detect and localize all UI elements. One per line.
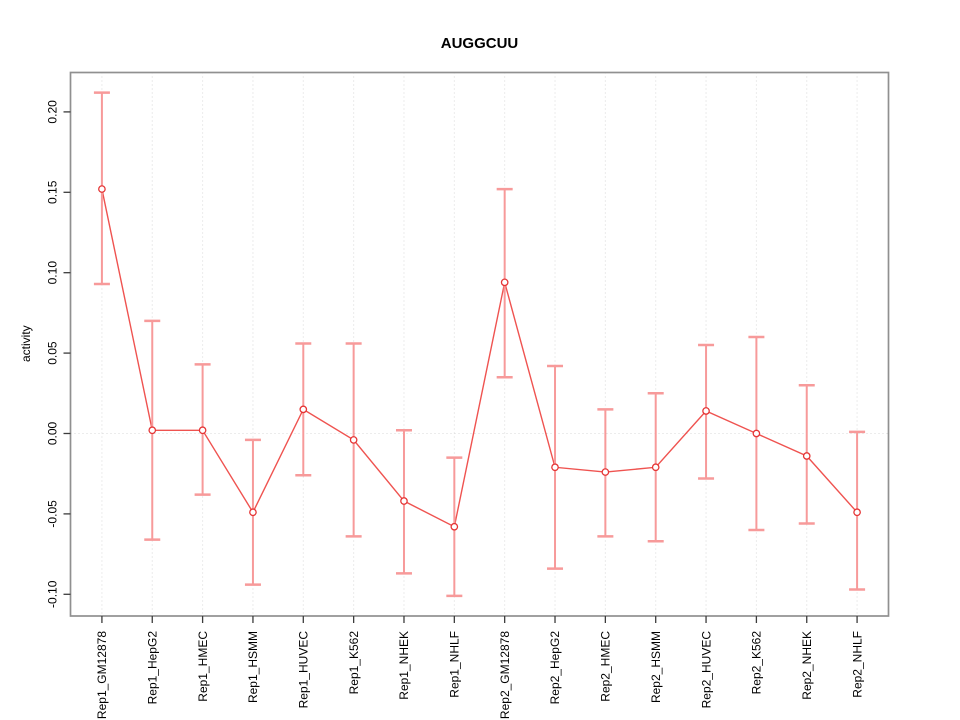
x-tick-label: Rep1_K562 <box>347 631 361 695</box>
data-point-marker <box>198 426 207 435</box>
data-point-marker <box>148 426 157 435</box>
x-tick-label: Rep2_NHEK <box>800 631 814 700</box>
data-point-marker <box>702 407 710 415</box>
data-point-marker <box>249 508 257 517</box>
data-point-marker <box>400 497 408 505</box>
x-tick-label: Rep1_NHLF <box>448 631 462 698</box>
x-tick-label: Rep2_HUVEC <box>699 631 713 709</box>
x-tick-label: Rep2_NHLF <box>850 631 864 698</box>
series-line <box>101 188 858 528</box>
data-point-marker <box>651 463 660 472</box>
data-point-marker <box>551 463 559 472</box>
y-tick-label: 0.10 <box>46 261 60 285</box>
y-tick-label: 0.05 <box>46 341 60 365</box>
y-tick-label: -0.05 <box>46 500 60 528</box>
y-tick-label: 0.20 <box>46 100 60 124</box>
x-tick-label: Rep2_HMEC <box>599 631 613 702</box>
data-point-marker <box>853 508 861 517</box>
y-tick-label: -0.10 <box>46 580 60 608</box>
x-tick-label: Rep2_HepG2 <box>548 631 562 705</box>
x-tick-label: Rep1_HUVEC <box>296 631 310 709</box>
y-tick-label: 0.15 <box>46 180 60 204</box>
data-point-marker <box>450 522 459 531</box>
chart-title: AUGGCUU <box>440 35 519 52</box>
x-tick-label: Rep1_HSMM <box>246 631 260 703</box>
data-point-marker <box>752 429 761 438</box>
data-point-marker <box>98 185 106 193</box>
x-tick-label: Rep1_GM12878 <box>95 631 109 719</box>
plot-box <box>69 71 890 617</box>
x-tick-label: Rep2_K562 <box>750 631 764 695</box>
data-point-marker <box>349 436 358 444</box>
x-tick-label: Rep2_GM12878 <box>498 631 512 719</box>
x-tick-label: Rep1_HepG2 <box>145 631 159 705</box>
x-tick-label: Rep1_HMEC <box>196 631 210 702</box>
data-point-marker <box>299 405 308 414</box>
x-tick-label: Rep1_NHEK <box>397 631 411 700</box>
data-point-marker <box>601 468 610 476</box>
x-tick-label: Rep2_HSMM <box>649 631 663 703</box>
data-point-marker <box>500 278 509 287</box>
y-tick-label: 0.00 <box>46 421 60 445</box>
data-point-marker <box>802 452 811 460</box>
